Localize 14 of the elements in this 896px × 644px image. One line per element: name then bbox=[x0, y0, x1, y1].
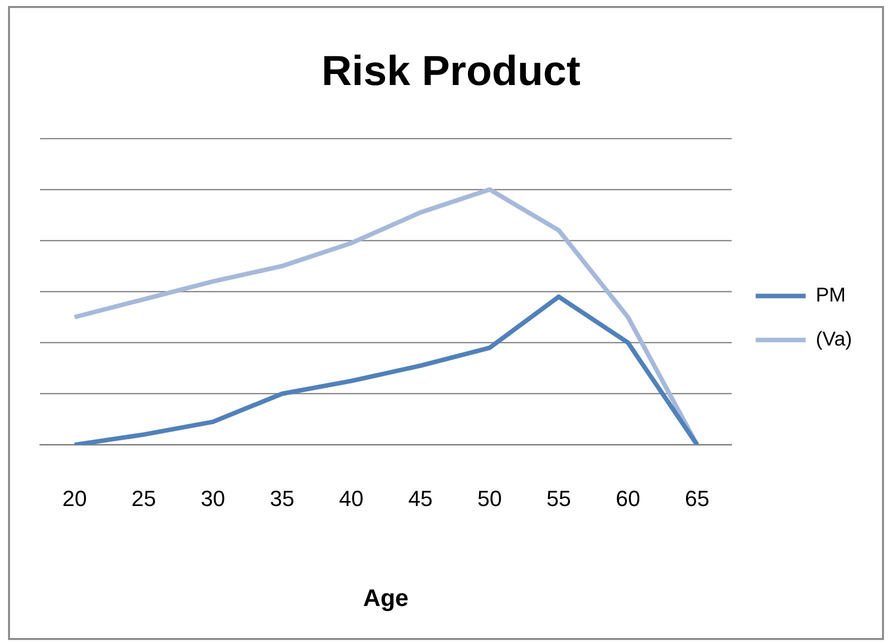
x-tick-label: 65 bbox=[684, 486, 710, 512]
x-tick-label: 25 bbox=[132, 486, 156, 512]
x-tick-label: 50 bbox=[477, 486, 502, 512]
x-tick-label: 20 bbox=[62, 486, 87, 512]
x-tick-label: 60 bbox=[616, 486, 640, 512]
x-axis-title: Age bbox=[363, 585, 409, 612]
chart-title: Risk Product bbox=[321, 46, 581, 94]
legend-label: PM bbox=[816, 284, 846, 307]
x-tick-label: 40 bbox=[339, 486, 364, 512]
legend-label: (Va) bbox=[816, 328, 852, 351]
x-tick-label: 45 bbox=[408, 486, 433, 512]
x-tick-label: 55 bbox=[546, 486, 572, 512]
x-tick-label: 35 bbox=[270, 486, 294, 512]
x-tick-label: 30 bbox=[200, 486, 226, 512]
